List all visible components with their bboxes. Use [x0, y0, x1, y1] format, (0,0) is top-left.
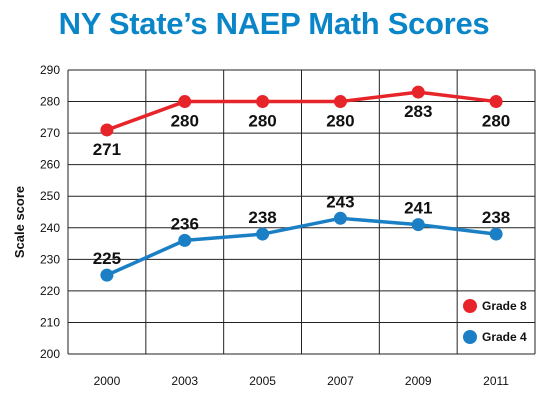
x-tick-label: 2009 [405, 374, 432, 388]
series-grade-4: 225 236 238 243 241 238 [93, 192, 510, 282]
data-label: 236 [171, 214, 199, 233]
y-tick-label: 250 [40, 189, 60, 203]
data-point [411, 218, 425, 232]
y-tick-label: 240 [40, 221, 60, 235]
data-label: 243 [326, 192, 354, 211]
data-point [256, 95, 270, 109]
data-point [489, 95, 503, 109]
x-tick-label: 2005 [249, 374, 276, 388]
y-tick-label: 270 [40, 126, 60, 140]
data-label: 225 [93, 249, 121, 268]
y-tick-label: 200 [40, 347, 60, 361]
legend: Grade 8 Grade 4 [463, 299, 527, 344]
data-label: 283 [404, 102, 432, 121]
grid-lines [67, 69, 536, 355]
data-label: 280 [171, 112, 199, 131]
x-tick-label: 2007 [327, 374, 354, 388]
data-label: 241 [404, 199, 432, 218]
data-point [256, 227, 270, 241]
series-group: 271 280 280 280 283 280 225 236 238 243 241 238 [93, 85, 510, 282]
data-label: 238 [482, 208, 510, 227]
series-line [106, 90, 497, 132]
data-label: 280 [326, 112, 354, 131]
chart-title: NY State’s NAEP Math Scores [58, 6, 490, 41]
data-point [178, 233, 192, 247]
y-tick-label: 260 [40, 158, 60, 172]
data-label: 271 [93, 140, 121, 159]
series-grade-8: 271 280 280 280 283 280 [93, 85, 510, 159]
data-point [489, 227, 503, 241]
data-label: 280 [248, 112, 276, 131]
data-label: 238 [248, 208, 276, 227]
data-point [178, 95, 192, 109]
data-point [411, 85, 425, 99]
y-tick-label: 280 [40, 95, 60, 109]
x-tick-label: 2000 [94, 374, 121, 388]
data-point [100, 123, 114, 137]
series-line [106, 216, 497, 277]
y-tick-label: 230 [40, 252, 60, 266]
y-axis-ticks: 200 210 220 230 240 250 260 270 280 290 [40, 63, 60, 361]
y-axis-label: Scale score [12, 186, 27, 258]
y-tick-label: 210 [40, 315, 60, 329]
x-tick-label: 2003 [171, 374, 198, 388]
data-point [100, 268, 114, 282]
legend-label: Grade 4 [482, 330, 527, 344]
legend-marker [463, 299, 477, 313]
x-axis-ticks: 2000 2003 2005 2007 2009 2011 [94, 374, 510, 388]
y-tick-label: 290 [40, 63, 60, 77]
legend-marker [463, 330, 477, 344]
data-point [333, 95, 347, 109]
y-tick-label: 220 [40, 284, 60, 298]
data-label: 280 [482, 112, 510, 131]
x-tick-label: 2011 [483, 374, 509, 388]
legend-label: Grade 8 [482, 299, 527, 313]
data-point [333, 211, 347, 225]
